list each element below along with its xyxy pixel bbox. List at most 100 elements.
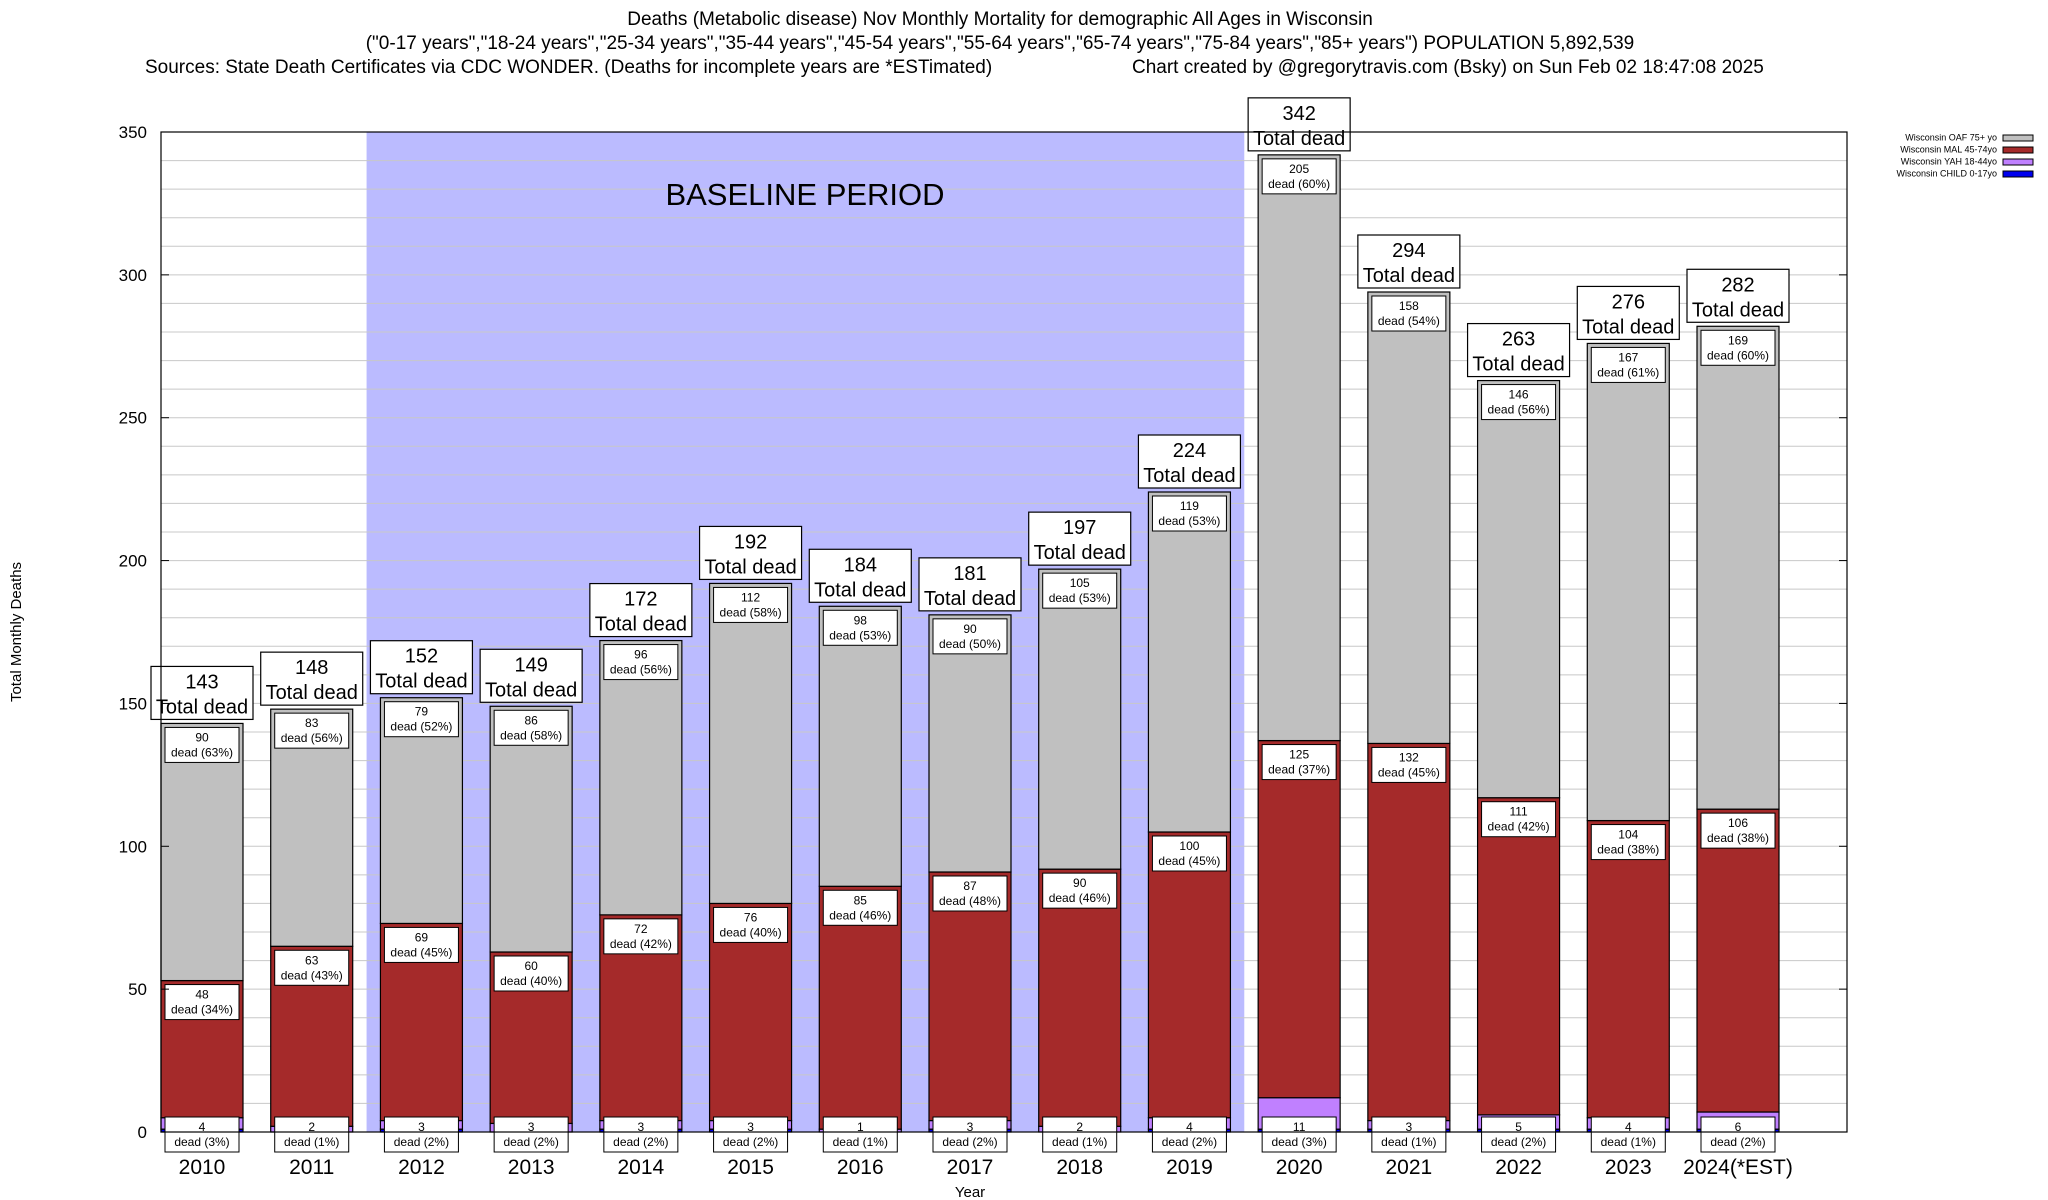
segment-label-box — [1481, 384, 1557, 421]
segment-label-box — [603, 644, 679, 681]
segment-label-box — [1151, 835, 1227, 872]
segment-label-box — [1042, 572, 1118, 609]
segment-label-box — [1700, 1116, 1776, 1153]
segment-label-box — [713, 1116, 789, 1153]
segment-label: dead (2%) — [723, 1135, 778, 1149]
segment-value: 98 — [854, 613, 868, 627]
total-label: Total dead — [485, 679, 577, 701]
segment-value: 104 — [1618, 828, 1638, 842]
segment-label: dead (56%) — [610, 663, 672, 677]
segment-value: 4 — [1625, 1120, 1632, 1134]
segment-label: dead (2%) — [394, 1135, 449, 1149]
segment-label-box — [1371, 746, 1447, 783]
segment-label: dead (2%) — [942, 1135, 997, 1149]
segment-label-box — [1590, 824, 1666, 861]
total-value: 149 — [514, 654, 547, 676]
total-label-box — [808, 548, 912, 603]
x-tick-label: 2022 — [1495, 1156, 1542, 1179]
segment-label: dead (40%) — [720, 925, 782, 939]
segment-label-box — [493, 709, 569, 746]
total-label: Total dead — [1692, 299, 1784, 321]
segment-value: 3 — [1406, 1120, 1413, 1134]
segment-label-box — [603, 1116, 679, 1153]
segment-label-box — [932, 618, 1008, 655]
segment-label-box — [383, 926, 459, 963]
chart-title: Deaths (Metabolic disease) Nov Monthly M… — [627, 9, 1373, 30]
segment-label: dead (60%) — [1268, 177, 1330, 191]
total-value: 192 — [734, 531, 767, 553]
legend-swatch — [2002, 170, 2034, 178]
segment-label-box — [493, 955, 569, 992]
bar-segment-wisconsin-oaf-75-yo — [708, 582, 793, 905]
total-value: 276 — [1612, 291, 1645, 313]
segment-value: 72 — [634, 922, 648, 936]
total-label-box — [698, 525, 803, 581]
segment-value: 146 — [1509, 388, 1529, 402]
segment-label-box — [164, 984, 240, 1021]
bar-segment-wisconsin-oaf-75-yo — [1696, 325, 1780, 810]
segment-value: 3 — [638, 1120, 645, 1134]
segment-label: dead (46%) — [829, 908, 891, 922]
segment-label: dead (2%) — [1162, 1135, 1217, 1149]
segment-value: 90 — [195, 730, 209, 744]
segment-label-box — [274, 1116, 350, 1153]
total-label: Total dead — [595, 614, 687, 636]
segment-label: dead (63%) — [171, 745, 233, 759]
segment-value: 125 — [1289, 748, 1309, 762]
total-label: Total dead — [156, 696, 248, 718]
x-tick-label: 2010 — [179, 1156, 226, 1179]
segment-label: dead (42%) — [610, 937, 672, 951]
segment-value: 11 — [1293, 1120, 1306, 1134]
y-tick-label: 100 — [119, 837, 147, 856]
segment-label-box — [1700, 329, 1776, 366]
segment-label-box — [932, 1116, 1008, 1153]
bar-segment-wisconsin-oaf-75-yo — [1147, 491, 1232, 833]
segment-label-box — [1042, 872, 1118, 909]
total-label: Total dead — [704, 556, 796, 578]
segment-label-box — [932, 875, 1008, 912]
x-tick-label: 2017 — [947, 1156, 994, 1179]
total-label-box — [1576, 285, 1680, 341]
total-label: Total dead — [266, 682, 358, 704]
segment-label-box — [274, 712, 350, 749]
segment-label: dead (3%) — [1271, 1135, 1326, 1149]
segment-label: dead (42%) — [1488, 820, 1550, 834]
segment-label-box — [1371, 295, 1447, 332]
total-label-box — [1028, 511, 1132, 566]
segment-label-box — [1371, 1116, 1447, 1153]
plot-frame — [160, 131, 1848, 1133]
segment-label-box — [1700, 812, 1776, 849]
segment-label-box — [383, 1116, 459, 1153]
total-label-box — [1686, 268, 1790, 323]
total-label: Total dead — [1582, 316, 1674, 338]
segment-label: dead (37%) — [1268, 763, 1330, 777]
y-tick-label: 150 — [119, 694, 147, 713]
segment-label-box — [1151, 495, 1227, 532]
segment-label-box — [822, 609, 898, 646]
total-label-box — [1247, 97, 1351, 152]
segment-value: 63 — [305, 953, 319, 967]
segment-label: dead (53%) — [1158, 514, 1220, 528]
x-tick-label: 2014 — [617, 1156, 664, 1179]
bar-segment-wisconsin-oaf-75-yo — [160, 722, 244, 982]
bar-segment-wisconsin-oaf-75-yo — [1257, 154, 1341, 742]
segment-value: 69 — [415, 930, 429, 944]
total-label: Total dead — [1363, 265, 1455, 287]
segment-label: dead (61%) — [1597, 365, 1659, 379]
x-tick-label: 2020 — [1276, 1156, 1323, 1179]
segment-label-box — [1261, 1116, 1337, 1153]
segment-value: 4 — [199, 1120, 206, 1134]
segment-label: dead (2%) — [1491, 1135, 1546, 1149]
total-label-box — [589, 582, 693, 638]
legend-label: Wisconsin YAH 18-44yo — [1901, 157, 1997, 167]
segment-label-box — [164, 1116, 240, 1153]
y-tick-label: 200 — [119, 552, 147, 571]
x-tick-label: 2015 — [727, 1156, 774, 1179]
segment-label-box — [713, 586, 789, 623]
bar-segment-wisconsin-oaf-75-yo — [1586, 342, 1670, 822]
bar-segment-wisconsin-mal-45-74yo — [1367, 742, 1451, 1122]
segment-label-box — [493, 1116, 569, 1153]
segment-label: dead (45%) — [1158, 854, 1220, 868]
total-label: Total dead — [1143, 465, 1235, 487]
total-value: 197 — [1063, 517, 1096, 539]
